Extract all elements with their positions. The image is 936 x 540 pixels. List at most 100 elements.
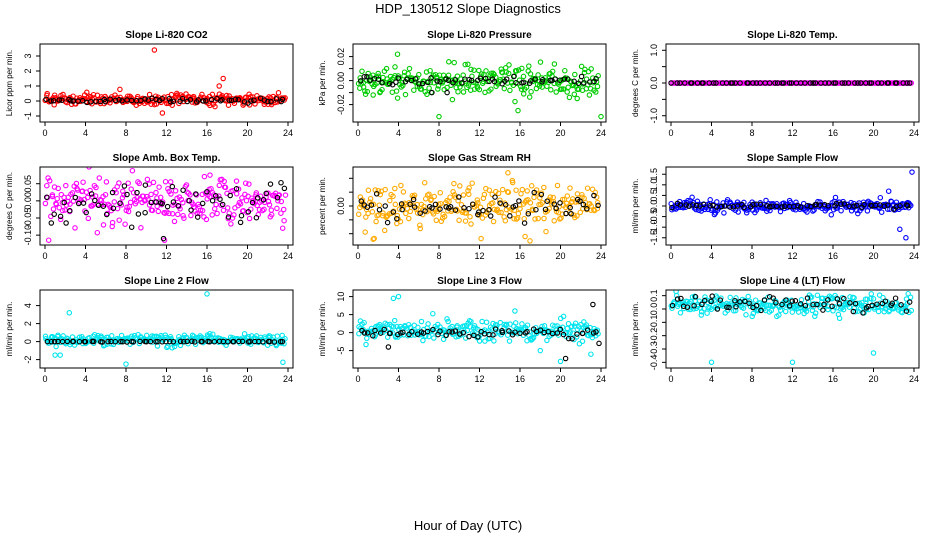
y-axis-label: Licor ppm per min. <box>5 50 14 116</box>
point-series-primary <box>130 189 137 196</box>
point-series-black <box>813 201 820 208</box>
y-tick-label: 2 <box>23 321 33 326</box>
point-series-primary <box>702 294 708 300</box>
x-tick-label: 4 <box>396 128 401 138</box>
point-series-primary <box>380 210 386 216</box>
point-series-primary <box>593 89 599 95</box>
y-tick-label: -1 <box>23 112 33 120</box>
y-tick-label: 0 <box>23 339 33 344</box>
point-series-primary <box>528 88 534 95</box>
point-series-black <box>875 80 881 86</box>
point-series-primary <box>520 91 527 97</box>
point-series-black <box>50 97 57 104</box>
point-series-black <box>434 78 440 84</box>
point-series-black <box>88 191 95 197</box>
point-series-black <box>838 201 844 207</box>
point-series-primary <box>814 292 821 299</box>
point-series-black <box>551 201 558 207</box>
point-outlier <box>588 351 594 357</box>
point-series-primary <box>169 211 176 217</box>
y-tick-label: 2 <box>23 68 33 73</box>
point-series-black <box>452 328 459 334</box>
point-series-primary <box>535 215 541 222</box>
point-series-black <box>170 338 177 345</box>
point-series-primary <box>49 193 56 200</box>
panel-title: Slope Sample Flow <box>747 153 838 164</box>
point-series-primary <box>383 65 390 72</box>
x-tick-label: 12 <box>474 374 484 384</box>
point-series-primary <box>689 194 695 201</box>
point-series-black <box>904 203 911 209</box>
point-series-black <box>100 203 107 209</box>
point-series-primary <box>560 86 567 92</box>
point-series-black <box>469 201 476 207</box>
point-series-black <box>159 339 165 345</box>
point-series-primary <box>265 198 272 205</box>
point-series-black <box>708 298 714 305</box>
point-series-primary <box>171 218 178 225</box>
point-series-primary <box>278 198 285 205</box>
point-series-black <box>466 333 472 340</box>
point-series-black <box>56 97 63 103</box>
point-series-primary <box>355 211 362 218</box>
point-series-primary <box>809 307 816 314</box>
x-tick-label: 12 <box>161 128 171 138</box>
point-series-black <box>245 209 252 215</box>
y-tick-label: 3 <box>23 53 33 58</box>
point-series-black <box>375 76 382 82</box>
point-outlier <box>708 359 715 366</box>
point-series-black <box>177 338 184 345</box>
point-series-primary <box>390 324 397 330</box>
point-series-black <box>554 330 561 336</box>
point-series-primary <box>211 206 218 212</box>
x-tick-label: 16 <box>202 374 212 384</box>
point-series-black <box>567 204 573 211</box>
point-series-black <box>225 338 231 345</box>
point-series-primary <box>476 86 483 93</box>
point-series-primary <box>820 295 826 301</box>
point-series-black <box>724 304 730 310</box>
point-series-primary <box>527 336 534 342</box>
point-series-primary <box>44 182 50 189</box>
point-outlier <box>522 233 528 240</box>
point-series-black <box>412 76 419 82</box>
point-series-black <box>897 203 903 209</box>
point-series-black <box>674 296 681 302</box>
x-tick-label: 20 <box>868 128 878 138</box>
point-series-black <box>188 207 194 213</box>
point-series-black <box>159 95 165 102</box>
data-points <box>668 80 915 86</box>
chart-panel-2: Slope Li-820 Pressure kPa per min. 0 4 8 12 16… <box>318 30 607 138</box>
point-series-black <box>48 220 55 226</box>
point-series-primary <box>673 292 680 299</box>
point-outlier <box>557 358 564 365</box>
point-series-primary <box>466 185 472 191</box>
point-series-primary <box>490 200 496 206</box>
point-series-primary <box>752 297 759 303</box>
point-series-primary <box>530 334 537 341</box>
point-series-black <box>417 210 423 216</box>
point-series-primary <box>499 186 506 193</box>
point-series-primary <box>415 324 421 331</box>
point-series-black <box>737 299 743 305</box>
point-outlier <box>870 350 877 356</box>
point-series-primary <box>400 82 406 89</box>
point-series-primary <box>825 303 832 309</box>
y-axis-label: ml/min per min. <box>631 179 640 234</box>
point-series-black <box>437 328 443 334</box>
point-series-primary <box>453 334 459 340</box>
point-outlier <box>444 89 450 96</box>
point-series-black <box>452 77 459 83</box>
point-series-black <box>153 96 159 103</box>
point-series-black <box>230 338 237 345</box>
point-series-black <box>726 304 732 311</box>
point-series-primary <box>362 88 368 94</box>
point-outlier <box>160 235 167 242</box>
point-series-black <box>260 339 266 345</box>
x-tick-label: 8 <box>123 128 128 138</box>
x-tick-label: 4 <box>396 251 401 261</box>
point-series-black <box>571 78 577 85</box>
point-series-primary <box>155 208 162 215</box>
point-series-black <box>868 80 875 86</box>
point-series-primary <box>755 307 762 313</box>
